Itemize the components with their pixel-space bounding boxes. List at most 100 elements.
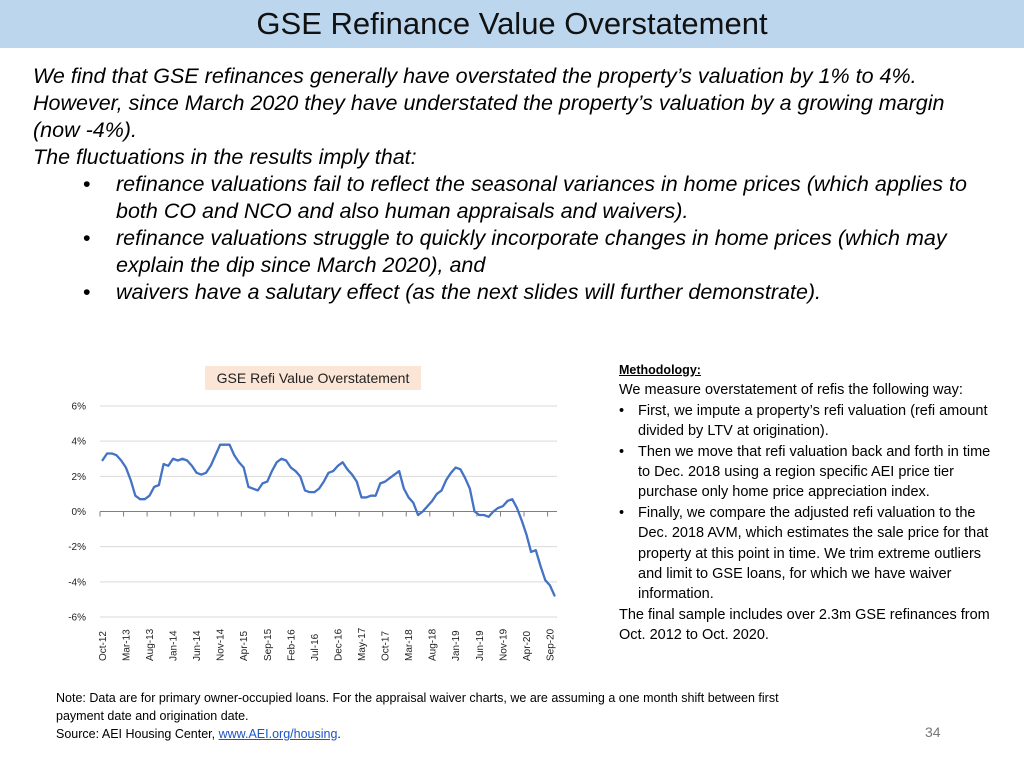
data-point — [464, 477, 467, 479]
data-point — [294, 470, 297, 472]
data-point — [308, 491, 311, 494]
data-point — [271, 470, 273, 472]
data-point — [341, 461, 344, 464]
data-point — [148, 494, 151, 497]
x-tick-label: May-17 — [357, 627, 368, 661]
intro-bullet-text: refinance valuations struggle to quickly… — [116, 226, 947, 277]
bullet-icon: • — [619, 504, 625, 521]
data-point — [450, 471, 452, 474]
data-point — [153, 485, 156, 488]
data-point — [157, 484, 160, 487]
data-point — [110, 452, 113, 455]
data-point — [516, 507, 518, 509]
x-tick-label: Dec-16 — [333, 628, 344, 661]
data-point — [440, 489, 443, 492]
page-number: 34 — [925, 724, 941, 740]
footer-note-line-2: payment date and origination date. — [56, 709, 249, 723]
data-point — [181, 457, 184, 460]
data-point — [539, 565, 542, 567]
data-point — [549, 584, 551, 587]
methodology-bullet-text: Then we move that refi valuation back an… — [638, 443, 991, 501]
methodology-bullet: • First, we impute a property’s refi valu… — [619, 401, 999, 442]
data-point — [384, 480, 386, 483]
data-point — [431, 500, 434, 502]
chart-title-background — [205, 366, 421, 390]
series-points — [101, 443, 556, 597]
data-point — [115, 454, 118, 457]
data-point — [525, 533, 528, 536]
data-point — [487, 515, 490, 518]
x-tick-label: Apr-20 — [522, 631, 533, 661]
x-tick-label: Nov-19 — [498, 628, 509, 661]
data-point — [407, 496, 410, 499]
data-point — [129, 478, 132, 481]
data-point — [459, 468, 462, 471]
methodology-heading: Methodology: — [619, 363, 701, 377]
x-tick-label: Jun-19 — [475, 630, 486, 661]
intro-bullet: • refinance valuations struggle to quickl… — [33, 225, 993, 279]
data-point — [238, 461, 240, 464]
footer-notes: Note: Data are for primary owner-occupie… — [56, 689, 876, 743]
data-point — [205, 471, 207, 474]
data-point — [209, 464, 212, 467]
data-point — [402, 487, 405, 490]
data-point — [370, 494, 372, 497]
data-point — [190, 464, 193, 467]
x-tick-label: Mar-18 — [404, 629, 415, 661]
data-point — [435, 493, 438, 495]
y-tick-label: -4% — [68, 577, 86, 588]
x-tick-label: Oct-17 — [381, 631, 392, 661]
intro-bullet-text: refinance valuations fail to reflect the… — [116, 172, 967, 223]
x-tick-label: Aug-18 — [428, 628, 439, 661]
footer-note-line-1: Note: Data are for primary owner-occupie… — [56, 691, 779, 705]
x-tick-label: Mar-13 — [121, 629, 132, 661]
data-point — [501, 505, 504, 508]
methodology-bullet: • Then we move that refi valuation back a… — [619, 442, 999, 503]
data-point — [355, 480, 358, 483]
methodology-bullet-text: First, we impute a property’s refi valua… — [638, 402, 988, 440]
y-tick-label: 2% — [72, 472, 87, 483]
intro-bullet-list: • refinance valuations fail to reflect th… — [33, 171, 993, 306]
data-point — [214, 454, 217, 457]
source-link[interactable]: www.AEI.org/housing — [218, 727, 338, 741]
data-point — [468, 487, 471, 490]
methodology-bullet-text: Finally, we compare the adjusted refi va… — [638, 504, 989, 603]
x-tick-label: Aug-13 — [145, 628, 156, 661]
data-point — [261, 482, 264, 485]
data-point — [219, 443, 222, 446]
data-point — [534, 549, 537, 552]
data-point — [445, 478, 448, 481]
data-point — [511, 498, 514, 501]
intro-bullet: • waivers have a salutary effect (as the … — [33, 279, 993, 306]
data-point — [398, 470, 401, 472]
intro-paragraph-1: We find that GSE refinances generally ha… — [33, 64, 945, 142]
data-point — [101, 459, 104, 462]
data-point — [346, 468, 349, 471]
x-tick-label: Oct-12 — [98, 631, 109, 661]
methodology-panel: Methodology: We measure overstatement of… — [619, 360, 999, 646]
data-point — [322, 480, 325, 483]
data-point — [233, 454, 236, 457]
data-point — [544, 579, 547, 581]
x-tick-label: Feb-16 — [286, 629, 297, 661]
data-point — [421, 510, 424, 513]
data-point — [285, 459, 287, 462]
intro-bullet: • refinance valuations fail to reflect th… — [33, 171, 993, 225]
y-tick-label: -6% — [68, 613, 86, 624]
x-tick-label: Jun-14 — [192, 630, 203, 661]
data-point — [365, 496, 368, 499]
data-point — [223, 443, 226, 446]
bullet-icon: • — [83, 280, 91, 304]
data-point — [289, 466, 292, 469]
intro-bullet-text: waivers have a salutary effect (as the n… — [116, 280, 822, 304]
data-point — [172, 457, 174, 460]
data-point — [478, 514, 481, 516]
x-tick-label: Sep-15 — [263, 628, 274, 661]
data-point — [120, 459, 123, 462]
data-point — [417, 514, 419, 516]
x-tick-label: Sep-20 — [545, 628, 556, 661]
data-point — [506, 500, 509, 502]
x-axis-tick-marks — [99, 511, 549, 517]
data-point — [483, 514, 485, 516]
data-point — [497, 507, 500, 509]
